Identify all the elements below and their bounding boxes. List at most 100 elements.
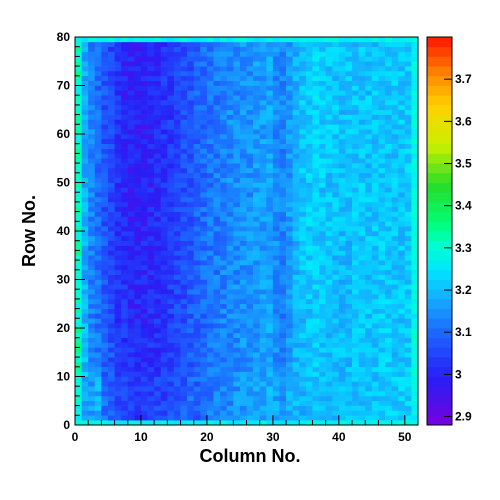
heatmap-cell	[127, 61, 135, 67]
heatmap-cell	[114, 342, 122, 348]
heatmap-cell	[325, 332, 333, 338]
heatmap-cell	[279, 114, 287, 120]
heatmap-cell	[200, 37, 208, 43]
heatmap-cell	[127, 279, 135, 285]
heatmap-cell	[173, 46, 181, 52]
heatmap-cell	[226, 357, 234, 363]
heatmap-cell	[404, 75, 412, 81]
heatmap-cell	[75, 138, 82, 144]
heatmap-cell	[114, 420, 122, 426]
heatmap-cell	[220, 95, 228, 101]
heatmap-cell	[286, 201, 293, 208]
heatmap-cell	[134, 400, 142, 406]
heatmap-cell	[272, 226, 280, 232]
heatmap-cell	[253, 260, 260, 266]
heatmap-cell	[206, 119, 214, 125]
heatmap-cell	[246, 298, 254, 305]
heatmap-cell	[299, 328, 307, 334]
heatmap-cell	[187, 235, 195, 241]
heatmap-cell	[391, 395, 399, 402]
heatmap-cell	[75, 129, 82, 135]
heatmap-cell	[279, 80, 287, 86]
heatmap-cell	[305, 211, 313, 217]
heatmap-cell	[233, 56, 241, 62]
heatmap-cell	[193, 274, 201, 280]
heatmap-cell	[160, 332, 168, 338]
heatmap-cell	[121, 420, 129, 426]
heatmap-cell	[378, 177, 386, 183]
heatmap-cell	[180, 391, 188, 397]
heatmap-cell	[292, 298, 300, 305]
heatmap-cell	[180, 90, 188, 96]
heatmap-cell	[332, 298, 340, 305]
heatmap-cell	[75, 337, 82, 343]
heatmap-cell	[325, 298, 333, 305]
heatmap-cell	[147, 201, 155, 208]
heatmap-cell	[319, 90, 326, 96]
heatmap-cell	[220, 245, 228, 251]
heatmap-cell	[305, 109, 313, 115]
heatmap-cell	[220, 328, 228, 334]
heatmap-cell	[140, 415, 148, 421]
heatmap-cell	[253, 240, 260, 246]
heatmap-cell	[114, 357, 122, 363]
heatmap-cell	[101, 95, 109, 101]
heatmap-cell	[345, 143, 353, 149]
heatmap-cell	[246, 206, 254, 212]
heatmap-cell	[305, 303, 313, 309]
y-tick-label: 40	[57, 224, 71, 238]
heatmap-cell	[292, 328, 300, 334]
heatmap-cell	[226, 66, 234, 72]
heatmap-cell	[134, 148, 142, 154]
heatmap-cell	[134, 337, 142, 343]
heatmap-cell	[121, 264, 129, 271]
heatmap-cell	[173, 395, 181, 402]
heatmap-cell	[140, 376, 148, 382]
heatmap-cell	[371, 231, 379, 237]
heatmap-cell	[101, 51, 109, 57]
heatmap-cell	[180, 129, 188, 135]
heatmap-cell	[345, 61, 353, 67]
heatmap-cell	[305, 216, 313, 222]
heatmap-cell	[213, 260, 221, 266]
heatmap-cell	[272, 221, 280, 227]
heatmap-cell	[365, 415, 373, 421]
heatmap-cell	[180, 216, 188, 222]
heatmap-cell	[160, 240, 168, 246]
heatmap-cell	[107, 260, 115, 266]
heatmap-cell	[173, 177, 181, 183]
heatmap-cell	[200, 410, 208, 416]
heatmap-cell	[173, 182, 181, 188]
heatmap-cell	[385, 279, 392, 285]
heatmap-cell	[233, 371, 241, 377]
heatmap-cell	[121, 158, 129, 164]
heatmap-cell	[81, 192, 89, 198]
heatmap-cell	[299, 405, 307, 411]
heatmap-cell	[121, 216, 129, 222]
heatmap-cell	[345, 260, 353, 266]
heatmap-cell	[371, 158, 379, 164]
heatmap-cell	[213, 95, 221, 101]
heatmap-cell	[101, 46, 109, 52]
heatmap-cell	[88, 250, 96, 256]
heatmap-cell	[147, 51, 155, 57]
heatmap-cell	[371, 211, 379, 217]
heatmap-cell	[352, 269, 359, 275]
heatmap-cell	[385, 357, 392, 363]
heatmap-cell	[220, 308, 228, 314]
heatmap-cell	[292, 46, 300, 52]
heatmap-cell	[305, 129, 313, 135]
heatmap-cell	[338, 381, 346, 387]
heatmap-cell	[385, 95, 392, 101]
heatmap-cell	[206, 182, 214, 188]
heatmap-cell	[305, 337, 313, 343]
heatmap-cell	[371, 187, 379, 193]
heatmap-cell	[358, 37, 366, 43]
heatmap-cell	[259, 177, 267, 183]
heatmap-cell	[378, 361, 386, 368]
heatmap-cell	[167, 410, 175, 416]
heatmap-cell	[266, 400, 274, 406]
heatmap-cell	[398, 100, 406, 106]
heatmap-cell	[101, 192, 109, 198]
heatmap-cell	[107, 235, 115, 241]
